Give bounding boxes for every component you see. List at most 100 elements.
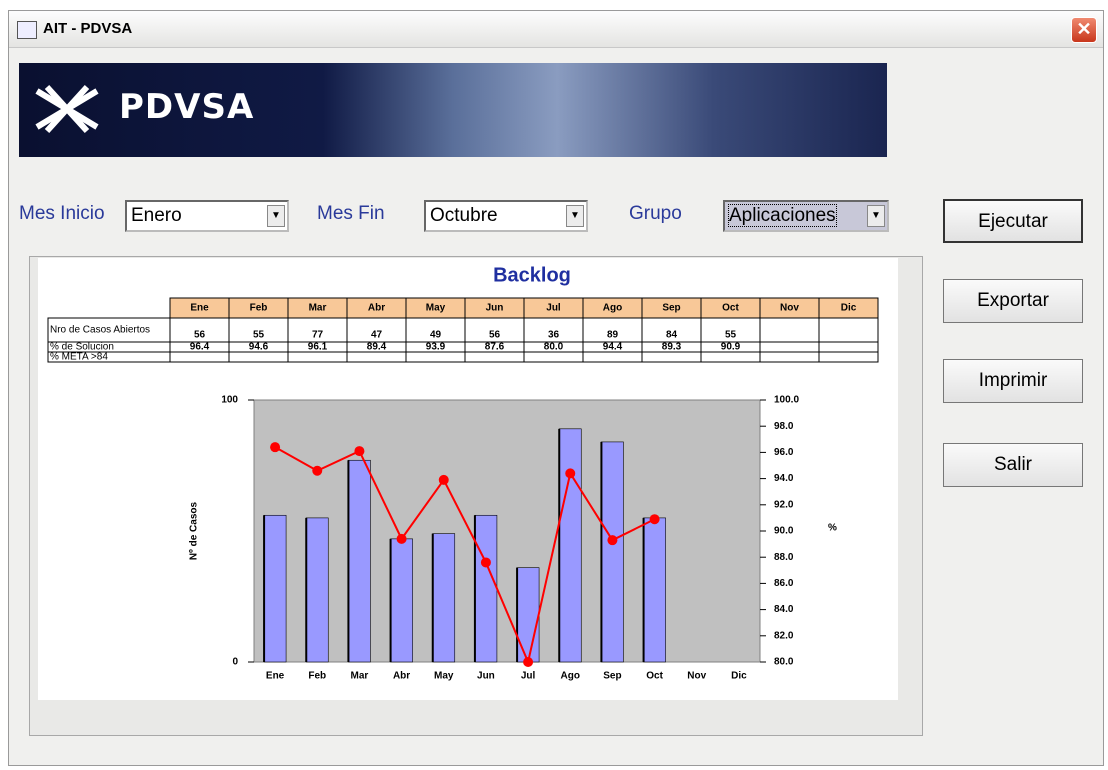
field-label: Grupo — [629, 203, 682, 224]
y2-tick-label: 94.0 — [774, 473, 794, 484]
y2-tick-label: 88.0 — [774, 552, 794, 563]
x-tick-label: Dic — [731, 671, 747, 682]
button[interactable]: Ejecutar — [943, 199, 1083, 243]
chart-title: Backlog — [493, 264, 571, 286]
dropdown[interactable]: Aplicaciones ▼ — [723, 200, 889, 232]
bar — [305, 517, 329, 663]
table-cell: 94.6 — [249, 342, 269, 353]
y2-tick-label: 86.0 — [774, 578, 794, 589]
y2-tick-label: 90.0 — [774, 526, 794, 537]
x-tick-label: Ago — [561, 671, 580, 682]
table-header: Sep — [662, 303, 680, 314]
x-tick-label: Ene — [266, 671, 285, 682]
dropdown-arrow[interactable]: ▼ — [566, 205, 584, 227]
table-row-label: % META >84 — [50, 352, 108, 363]
y2-axis-label: % — [828, 523, 837, 534]
table-header: May — [426, 303, 446, 314]
table-cell: 55 — [253, 330, 265, 341]
y2-tick-label: 80.0 — [774, 657, 794, 668]
y2-tick-label: 96.0 — [774, 447, 794, 458]
button[interactable]: Salir — [943, 443, 1083, 487]
line-marker — [354, 446, 365, 457]
bar — [474, 514, 498, 663]
y2-tick-label: 92.0 — [774, 499, 794, 510]
line-marker — [270, 442, 281, 453]
table-header: Jul — [546, 303, 561, 314]
button[interactable]: Imprimir — [943, 359, 1083, 403]
table-header: Feb — [250, 303, 268, 314]
bar — [516, 567, 540, 663]
window-title: AIT - PDVSA — [43, 20, 133, 37]
bar — [390, 538, 413, 663]
table-header: Mar — [309, 303, 327, 314]
field-label: Mes Fin — [317, 203, 385, 224]
table-cell: 89.4 — [367, 342, 387, 353]
table-cell: 55 — [725, 330, 737, 341]
table-cell: 56 — [489, 330, 501, 341]
y2-tick-label: 84.0 — [774, 604, 794, 615]
x-tick-label: May — [434, 671, 454, 682]
table-cell: 84 — [666, 330, 678, 341]
y2-tick-label: 82.0 — [774, 630, 794, 641]
table-header: Dic — [841, 303, 857, 314]
table-cell: 93.9 — [426, 342, 446, 353]
logo-mark — [35, 84, 99, 134]
table-cell: 96.1 — [308, 342, 328, 353]
y-axis-label: Nº de Casos — [189, 502, 200, 561]
plot-area — [253, 399, 761, 663]
x-tick-label: Nov — [687, 671, 706, 682]
table-header: Jun — [486, 303, 504, 314]
dropdown[interactable]: Octubre ▼ — [424, 200, 588, 232]
bar — [558, 428, 582, 663]
close-button[interactable]: ✕ — [1071, 17, 1097, 43]
line-marker — [312, 465, 323, 476]
table-cell: 89 — [607, 330, 619, 341]
dropdown[interactable]: Enero ▼ — [125, 200, 289, 232]
window-icon — [17, 21, 37, 39]
title-bar: AIT - PDVSA ✕ — [9, 11, 1103, 48]
bar — [432, 533, 456, 663]
line-marker — [607, 535, 618, 546]
table-cell: 94.4 — [603, 342, 623, 353]
x-tick-label: Jun — [477, 671, 495, 682]
table-cell: 49 — [430, 330, 442, 341]
series-line — [274, 446, 656, 666]
y-tick-label: 0 — [232, 657, 238, 668]
table-cell: 87.6 — [485, 342, 505, 353]
line-marker — [649, 514, 660, 525]
button[interactable]: Exportar — [943, 279, 1083, 323]
line-marker — [438, 474, 449, 485]
table-header: Nov — [780, 303, 799, 314]
table-cell: 56 — [194, 330, 206, 341]
table-row-label: % de Solucion — [50, 342, 114, 353]
chart: Backlog Ene Feb Mar Abr May Jun Jul Ago Sep Oct No… — [38, 258, 898, 700]
table-header: Oct — [722, 303, 739, 314]
bar — [601, 441, 624, 663]
dropdown-arrow[interactable]: ▼ — [267, 205, 285, 227]
x-tick-label: Feb — [308, 671, 326, 682]
y-tick-label: 100 — [221, 395, 238, 406]
table-cell: 96.4 — [190, 342, 210, 353]
field-label: Mes Inicio — [19, 203, 105, 224]
table-header: Abr — [368, 303, 385, 314]
dropdown-value: Enero — [131, 205, 182, 226]
x-tick-label: Mar — [351, 671, 369, 682]
table-cell: 80.0 — [544, 342, 564, 353]
bar — [263, 514, 287, 663]
table-cell: 36 — [548, 330, 560, 341]
logo-text: PDVSA — [119, 87, 255, 127]
table-cell: 47 — [371, 330, 383, 341]
dropdown-arrow[interactable]: ▼ — [867, 205, 885, 227]
bar — [348, 459, 371, 663]
line-marker — [480, 557, 491, 568]
line-marker — [523, 657, 534, 667]
table-header: Ago — [603, 303, 622, 314]
y2-tick-label: 98.0 — [774, 421, 794, 432]
line-marker — [565, 468, 576, 479]
table-cell: 77 — [312, 330, 324, 341]
y2-tick-label: 100.0 — [774, 395, 799, 406]
table-cell: 89.3 — [662, 342, 682, 353]
x-tick-label: Jul — [521, 671, 536, 682]
x-tick-label: Sep — [603, 671, 621, 682]
table-cell: 90.9 — [721, 342, 741, 353]
